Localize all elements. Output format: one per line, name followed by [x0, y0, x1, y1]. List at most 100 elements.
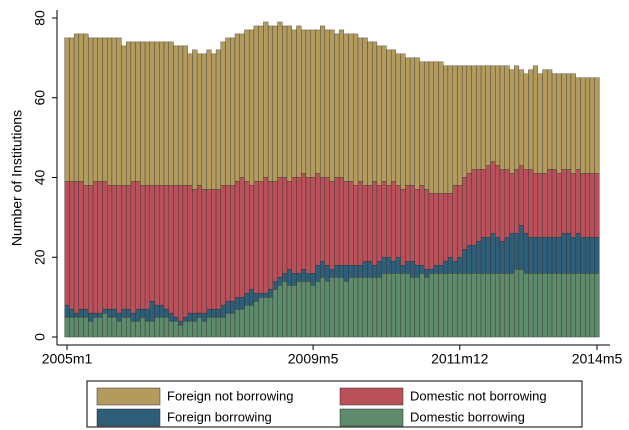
bar-segment: [476, 273, 482, 338]
bar-segment: [443, 273, 449, 338]
bar-segment: [447, 65, 453, 194]
bar-segment: [225, 312, 231, 338]
bar-segment: [253, 300, 259, 338]
bar-segment: [551, 237, 557, 274]
bar-segment: [447, 193, 453, 258]
bar-segment: [92, 316, 98, 338]
bar-segment: [88, 185, 94, 314]
y-tick-label: 0: [32, 333, 48, 341]
bar-segment: [263, 177, 269, 294]
bar-segment: [395, 185, 401, 258]
bar-segment: [301, 29, 307, 174]
bar-segment: [296, 273, 302, 282]
bar-segment: [196, 53, 203, 186]
bar-segment: [83, 308, 89, 318]
bar-segment: [580, 77, 586, 174]
bar-segment: [381, 273, 387, 338]
bar-segment: [433, 265, 439, 274]
legend-swatch: [339, 387, 404, 406]
bar-segment: [518, 69, 524, 166]
bar-segment: [249, 304, 255, 338]
bar-segment: [230, 185, 236, 302]
bar-segment: [121, 308, 127, 318]
bar-segment: [466, 173, 472, 246]
bar-segment: [471, 169, 477, 246]
bar-segment: [438, 273, 444, 338]
bar-segment: [476, 169, 482, 242]
bar-segment: [362, 277, 368, 338]
bar-segment: [244, 304, 250, 338]
bar-segment: [125, 41, 132, 186]
bar-segment: [73, 181, 80, 314]
bar-segment: [291, 285, 297, 338]
bar-segment: [192, 312, 198, 322]
bar-segment: [495, 273, 501, 338]
bar-segment: [196, 185, 203, 314]
bar-segment: [390, 49, 397, 182]
bar-segment: [192, 320, 198, 338]
bar-segment: [125, 308, 132, 318]
bar-segment: [140, 316, 146, 338]
bar-segment: [296, 177, 302, 274]
bar-segment: [428, 193, 434, 270]
bar-segment: [173, 320, 179, 338]
bar-segment: [367, 277, 373, 338]
bar-segment: [353, 33, 359, 186]
bar-segment: [220, 304, 226, 318]
bar-segment: [187, 320, 193, 338]
bar-segment: [400, 189, 406, 266]
bar-segment: [480, 237, 486, 274]
bar-segment: [457, 257, 463, 274]
bar-segment: [88, 320, 94, 338]
bar-segment: [277, 285, 283, 338]
bar-segment: [267, 25, 274, 182]
bar-segment: [532, 237, 539, 274]
bar-segment: [234, 308, 240, 338]
bar-segment: [570, 237, 576, 274]
bar-segment: [556, 73, 562, 174]
bar-segment: [357, 181, 363, 266]
bar-segment: [485, 65, 491, 166]
bar-segment: [92, 37, 98, 182]
bar-segment: [386, 273, 392, 338]
bar-segment: [556, 237, 562, 274]
bar-segment: [305, 177, 311, 274]
bar-segment: [225, 185, 231, 302]
bar-segment: [324, 177, 330, 266]
y-tick-label: 40: [32, 170, 48, 186]
bar-segment: [178, 320, 184, 326]
x-tick-label: 2011m12: [431, 351, 489, 367]
bar-segment: [452, 65, 458, 186]
bar-segment: [168, 185, 174, 314]
bar-segment: [561, 273, 567, 338]
bar-segment: [324, 281, 330, 338]
bar-segment: [419, 185, 425, 266]
bar-segment: [319, 261, 326, 278]
bar-segment: [319, 277, 326, 338]
bar-segment: [594, 173, 600, 238]
bar-segment: [476, 241, 482, 274]
bar-segment: [452, 261, 458, 274]
bar-segment: [438, 265, 444, 274]
bar-segment: [424, 277, 430, 338]
bar-segment: [594, 273, 600, 338]
bar-segment: [386, 49, 392, 186]
bar-segment: [566, 169, 572, 234]
bar-segment: [457, 273, 463, 338]
bar-segment: [305, 273, 311, 282]
bar-segment: [495, 237, 501, 274]
bar-segment: [343, 33, 349, 182]
bar-segment: [267, 288, 274, 298]
bar-segment: [485, 165, 491, 238]
bar-segment: [206, 316, 212, 338]
bar-segment: [509, 233, 515, 274]
bar-segment: [584, 173, 591, 238]
bar-segment: [348, 181, 354, 266]
bar-segment: [395, 273, 401, 338]
bar-segment: [163, 316, 169, 338]
bar-segment: [267, 181, 274, 290]
bar-segment: [282, 25, 288, 178]
bar-segment: [315, 173, 321, 266]
bar-segment: [338, 265, 345, 278]
